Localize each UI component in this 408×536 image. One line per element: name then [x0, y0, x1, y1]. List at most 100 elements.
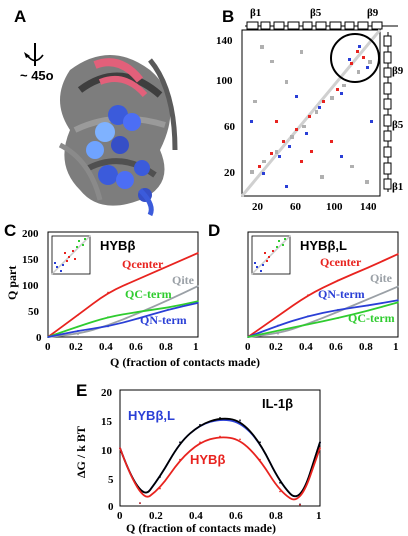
chart-e-data-point: [239, 419, 241, 421]
contact-map-xtick: 140: [360, 201, 377, 213]
chart-d-data-point: [367, 309, 369, 312]
chart-d-xtick: 1: [393, 341, 399, 353]
panel-e-label: E: [76, 381, 87, 400]
chart-c-xtick: 1: [193, 341, 199, 353]
chart-c-data-point: [137, 311, 139, 313]
chart-c-series-line: [47, 285, 199, 338]
chart-d-series-line: [247, 253, 399, 338]
chart-e-data-point: [319, 447, 321, 449]
chart-e-data-point: [139, 502, 141, 504]
chart-c-curve-label-ite: Qite: [172, 273, 195, 287]
chart-c-ytick: 200: [22, 228, 39, 240]
strand-label-top-1: β1: [250, 7, 261, 19]
chart-c-data-point: [197, 252, 199, 254]
chart-e-plot: [119, 417, 321, 506]
chart-c-data-point: [197, 300, 199, 303]
chart-c-xtick: 0.4: [99, 341, 113, 353]
chart-e-xtick: 0: [117, 510, 123, 522]
rotation-label: ~ 45o: [20, 68, 54, 83]
highlight-circle: [330, 33, 380, 83]
chart-c-xtick: 0: [45, 341, 51, 353]
chart-e-series-line: [119, 436, 321, 501]
chart-c-series-line: [47, 300, 199, 338]
chart-d-xtick: 0.8: [359, 341, 373, 353]
chart-c-series-line: [47, 252, 199, 338]
chart-c-ytick: 50: [28, 306, 40, 318]
chart-e-series-label-hybl: HYBβ,L: [128, 408, 175, 423]
chart-c-series-line: [47, 301, 199, 338]
chart-d-data-point: [397, 301, 399, 304]
chart-d-data-point: [337, 317, 339, 319]
chart-c-data-point: [47, 336, 49, 338]
contact-map-ytick: 140: [216, 35, 233, 47]
chart-e-xtick: 0.8: [269, 510, 283, 522]
contact-map-ytick: 60: [224, 121, 236, 133]
chart-d-data-point: [277, 329, 279, 332]
chart-d-data-point: [307, 323, 309, 326]
chart-e-ytick: 10: [101, 445, 113, 457]
chart-e-xlabel: Q (fraction of contacts made): [126, 521, 276, 535]
contact-map-xtick: 20: [252, 201, 264, 213]
chart-d-data-point: [277, 333, 279, 335]
chart-c-data-point: [77, 333, 79, 336]
chart-d-data-point: [397, 253, 399, 255]
chart-e-data-point: [319, 441, 321, 444]
chart-d-xtick: 0.2: [269, 341, 283, 353]
chart-c-data-point: [137, 312, 139, 315]
strand-label-top-9: β9: [367, 7, 379, 19]
strand-bar-top: [245, 21, 398, 30]
chart-e-xtick: 0.4: [189, 510, 203, 522]
chart-c-plot: [47, 252, 199, 338]
chart-e-data-point: [239, 438, 241, 441]
panel-b-label: B: [222, 7, 234, 26]
chart-c-ytick: 150: [22, 254, 39, 266]
chart-d-curve-label-ite: Qite: [370, 271, 393, 285]
chart-e-series-label-il1b: IL-1β: [262, 396, 293, 411]
strand-bar-side: [383, 32, 392, 192]
chart-cd-xlabel: Q (fraction of contacts made): [110, 355, 260, 369]
strand-label-top-5: β5: [310, 7, 322, 19]
chart-d-xtick: 0: [245, 341, 251, 353]
chart-e-series-line: [119, 417, 321, 498]
chart-d-data-point: [337, 311, 339, 313]
chart-d-data-point: [397, 299, 399, 302]
chart-d-data-point: [307, 294, 309, 296]
chart-e-ytick: 20: [101, 387, 113, 399]
contact-map-ytick: 20: [224, 167, 236, 179]
chart-c-inset: [51, 235, 91, 275]
chart-c-data-point: [137, 317, 139, 320]
chart-e-data-point: [219, 417, 221, 419]
chart-e-data-point: [279, 482, 281, 484]
chart-e-ylabel: ΔG / k BT: [74, 426, 88, 478]
chart-c-xtick: 0.6: [129, 341, 143, 353]
contact-map-ytick: 100: [216, 75, 233, 87]
chart-d-data-point: [367, 298, 369, 301]
chart-d-data-point: [397, 285, 399, 288]
chart-d-data-point: [307, 315, 309, 317]
chart-c-data-point: [197, 302, 199, 304]
chart-c-data-point: [167, 306, 169, 309]
chart-c-title: HYBβ: [100, 238, 135, 253]
chart-c-data-point: [77, 329, 79, 332]
chart-d-xtick: 0.6: [329, 341, 343, 353]
chart-d-xtick: 0.4: [299, 341, 313, 353]
chart-e-xtick: 0.2: [149, 510, 163, 522]
chart-c-curve-label-cterm: QC-term: [125, 287, 172, 301]
chart-e-ytick: 5: [108, 474, 114, 486]
contact-map-xtick: 100: [326, 201, 343, 213]
contact-map-xtick: 60: [290, 201, 302, 213]
chart-c-data-point: [197, 285, 199, 287]
chart-e-series-label-hyb: HYBβ: [190, 452, 225, 467]
strand-label-side-5: β5: [392, 119, 404, 131]
chart-c-data-point: [77, 314, 79, 316]
chart-d-data-point: [337, 279, 339, 282]
chart-e-data-point: [279, 490, 281, 493]
chart-c-data-point: [167, 308, 169, 311]
chart-c-xtick: 0.8: [159, 341, 173, 353]
chart-d-data-point: [367, 304, 369, 307]
chart-d-data-point: [277, 315, 279, 317]
chart-c-data-point: [167, 299, 169, 302]
chart-d-series-line: [247, 299, 399, 338]
chart-c-curve-label-nterm: QN-term: [140, 313, 187, 327]
